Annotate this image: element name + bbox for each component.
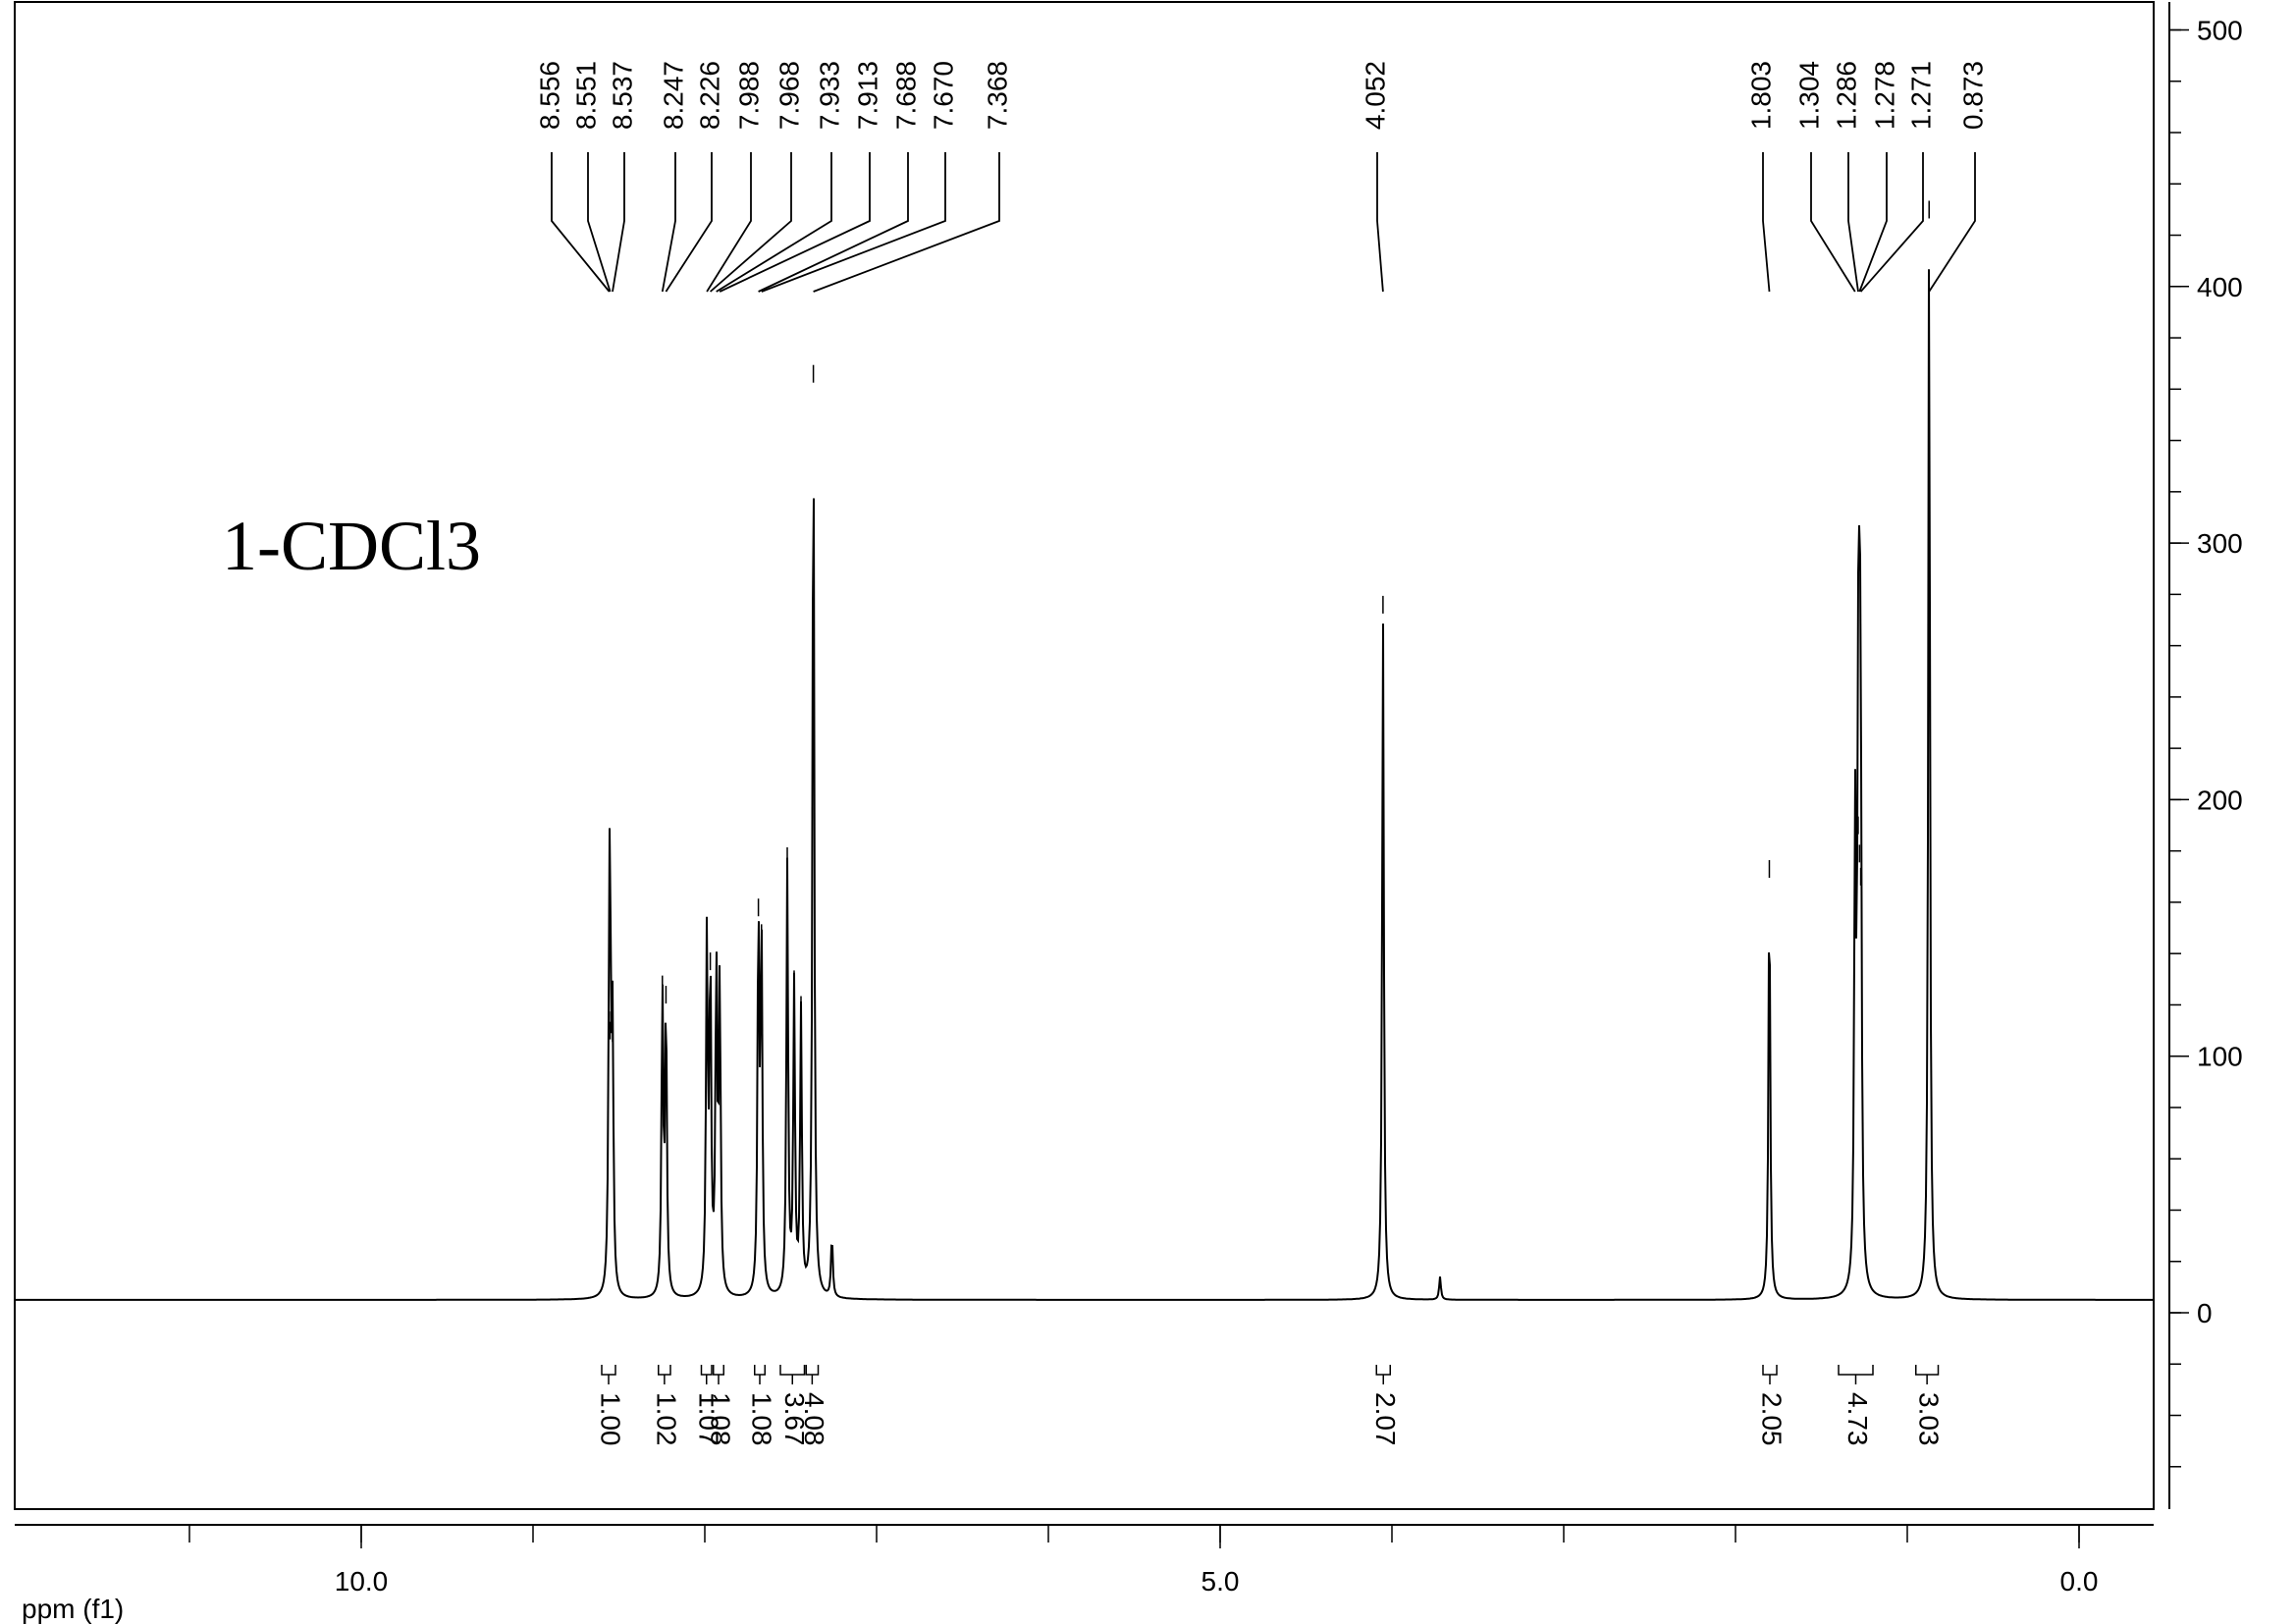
integral-bracket (700, 1365, 713, 1376)
y-tick-label: 0 (2197, 1298, 2213, 1328)
integral-bracket (1915, 1365, 1940, 1376)
peak-label-connector (1762, 152, 1771, 293)
peak-label: 7.988 (733, 61, 764, 130)
peak-label-connector (710, 152, 792, 293)
peak-label-connector (716, 152, 832, 293)
peak-label-connector (1810, 152, 1856, 293)
peak-label-connector (706, 152, 752, 293)
integral-value: 2.05 (1757, 1392, 1788, 1446)
x-tick-label: 0.0 (2060, 1566, 2099, 1597)
integral-bracket (779, 1365, 806, 1376)
peak-label: 1.803 (1745, 61, 1776, 130)
peak-label-connector (661, 152, 676, 293)
peak-label-connector (665, 152, 713, 293)
peak-label: 8.247 (658, 61, 688, 130)
peak-label-connector (1859, 152, 1924, 293)
y-tick-label: 200 (2197, 785, 2243, 815)
peak-label: 8.556 (534, 61, 564, 130)
peak-label: 7.968 (774, 61, 804, 130)
y-tick-label: 500 (2197, 16, 2243, 46)
peak-label: 7.368 (982, 61, 1012, 130)
x-tick-label: 10.0 (335, 1566, 389, 1597)
peak-label: 7.670 (928, 61, 958, 130)
integral-value: 1.00 (596, 1392, 626, 1446)
peak-label-connector (813, 152, 1000, 293)
integral-value: 1.08 (706, 1392, 736, 1446)
peak-label: 8.551 (570, 61, 601, 130)
peak-label-layer: 8.556 8.551 8.537 8.247 8.226 7.988 7.968 7.933… (534, 61, 1988, 293)
integral-bracket (754, 1365, 766, 1376)
integral-bracket (1375, 1365, 1391, 1376)
peak-label: 8.537 (607, 61, 637, 130)
peak-label-connector (719, 152, 871, 293)
x-axis: 10.0 5.0 0.0 (15, 1524, 2154, 1597)
peak-label-connector (612, 152, 625, 293)
peak-label-connector (551, 152, 611, 293)
integral-bracket (601, 1365, 616, 1376)
x-tick-label: 5.0 (1201, 1566, 1240, 1597)
peak-label: 0.873 (1957, 61, 1988, 130)
integral-value: 1.02 (651, 1392, 681, 1446)
integral-value: 3.03 (1914, 1392, 1945, 1446)
integral-bracket (1762, 1365, 1778, 1376)
peak-label: 7.933 (814, 61, 844, 130)
peak-label: 4.052 (1360, 61, 1390, 130)
peak-label: 1.271 (1905, 61, 1936, 130)
sample-label: 1-CDCl3 (222, 507, 481, 585)
integral-bracket (1838, 1365, 1874, 1376)
integral-bracket (658, 1365, 671, 1376)
peak-label-connector (761, 152, 946, 293)
integral-layer: 1.00 1.02 1.071.08 1.08 3.674.08 2.07 2.05 4.73… (596, 1365, 1945, 1446)
spectrum-trace (16, 269, 2153, 1301)
y-tick-label: 400 (2197, 272, 2243, 302)
peak-label-connector (1928, 152, 1976, 293)
y-tick-label: 100 (2197, 1042, 2243, 1072)
integral-value: 4.73 (1842, 1392, 1873, 1446)
integral-value: 4.08 (799, 1392, 829, 1446)
peak-label: 1.286 (1831, 61, 1861, 130)
x-axis-label: ppm (f1) (22, 1594, 124, 1624)
peak-label-connector (1376, 152, 1384, 293)
y-tick-label: 300 (2197, 528, 2243, 559)
peak-label: 1.278 (1869, 61, 1899, 130)
peak-label: 8.226 (694, 61, 724, 130)
integral-bracket (805, 1365, 820, 1376)
integral-value: 1.08 (747, 1392, 777, 1446)
peak-label-connector (758, 152, 909, 293)
integral-value: 2.07 (1370, 1392, 1401, 1446)
y-axis: 500 400 300 200 100 0 (2168, 2, 2243, 1509)
peak-label-connector (587, 152, 612, 293)
integral-value: 1.07 (693, 1392, 723, 1446)
spectrum-layer (16, 200, 2153, 1301)
peak-label: 7.913 (852, 61, 882, 130)
integral-bracket (713, 1365, 724, 1376)
peak-label: 1.304 (1793, 61, 1824, 130)
plot-frame (14, 1, 2155, 1510)
peak-label: 7.688 (890, 61, 921, 130)
peak-label-connector (1847, 152, 1859, 293)
integral-value: 3.67 (779, 1392, 810, 1446)
peak-label-connector (1858, 152, 1888, 293)
